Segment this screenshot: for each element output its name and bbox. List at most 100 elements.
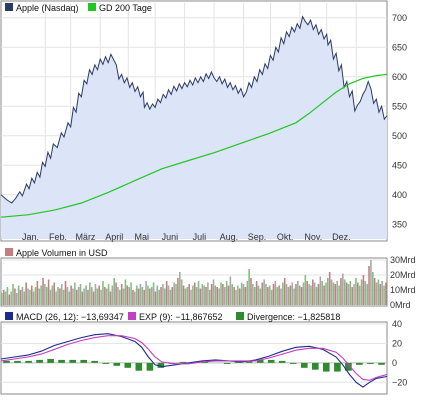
volume-bar <box>291 282 294 305</box>
volume-bar <box>19 290 22 305</box>
volume-bar <box>135 285 138 305</box>
volume-bar <box>139 284 142 305</box>
divergence-bar <box>367 362 374 364</box>
volume-bar <box>12 284 14 305</box>
volume-bar <box>379 284 382 305</box>
volume-bar <box>122 288 125 305</box>
x-tick-label: Dez. <box>332 232 351 242</box>
volume-bar <box>10 291 12 305</box>
divergence-bar <box>146 362 154 371</box>
volume-bar <box>383 285 385 305</box>
price-legend: Apple (Nasdaq) GD 200 Tage <box>5 3 152 13</box>
volume-bar <box>199 288 202 305</box>
volume-bar <box>154 291 157 305</box>
volume-bar <box>244 287 247 305</box>
volume-bar <box>89 282 91 305</box>
volume-bar <box>319 276 322 305</box>
volume-bar <box>36 281 39 305</box>
volume-bar <box>165 281 168 305</box>
legend-swatch-exp <box>128 312 136 320</box>
volume-bar <box>158 290 160 305</box>
volume-bar <box>265 284 267 305</box>
volume-bar <box>192 285 194 305</box>
price-x-ticks: Jan. Feb. März April Mai Juni Juli Aug. Sep. Okt.… <box>22 232 351 242</box>
volume-bar <box>115 282 117 305</box>
volume-bar <box>104 287 106 305</box>
volume-bar <box>134 291 136 305</box>
volume-bar <box>295 284 297 305</box>
divergence-bar <box>14 360 21 363</box>
volume-bar <box>102 281 104 305</box>
volume-bar <box>87 290 89 305</box>
volume-bar <box>334 284 337 305</box>
macd-y-ticks: 40 20 0 −20 <box>392 319 407 387</box>
volume-bar <box>45 287 48 305</box>
volume-bar <box>358 285 361 305</box>
volume-bar <box>385 282 387 305</box>
volume-bar <box>280 288 282 305</box>
volume-bar <box>132 290 134 305</box>
volume-bar <box>272 284 275 305</box>
y-tick-label: 550 <box>392 101 407 111</box>
volume-bar <box>248 269 250 305</box>
volume-bar <box>201 284 204 305</box>
legend-swatch-gd200 <box>88 3 96 11</box>
divergence-bar <box>102 362 110 364</box>
y-tick-label: 350 <box>392 219 407 229</box>
volume-bar <box>70 285 72 305</box>
volume-bar <box>238 288 241 305</box>
volume-bar <box>222 284 224 305</box>
volume-y-ticks: 30Mrd 20Mrd 10Mrd 0Mrd <box>390 255 416 310</box>
volume-bar <box>160 287 162 305</box>
volume-bar <box>349 281 352 305</box>
x-tick-label: Aug. <box>220 232 239 242</box>
divergence-bar <box>234 361 242 363</box>
exp-line <box>0 335 388 381</box>
volume-bar <box>167 285 170 305</box>
volume-bar <box>267 287 269 305</box>
volume-bar <box>120 284 123 305</box>
volume-bar <box>242 284 245 305</box>
volume-bar <box>30 285 33 305</box>
volume-bar <box>150 287 153 305</box>
volume-bar <box>370 260 372 305</box>
volume-bar <box>327 278 329 305</box>
legend-macd: MACD (26, 12): −13,69347 <box>16 312 124 322</box>
macd-y-tick-label: 0 <box>392 358 397 368</box>
volume-bar <box>15 293 18 305</box>
volume-bar <box>68 291 71 305</box>
volume-bar <box>355 278 357 305</box>
volume-bar <box>145 281 147 305</box>
volume-bar <box>34 287 37 305</box>
volume-bar <box>233 287 235 305</box>
volume-bar <box>353 284 355 305</box>
volume-bar <box>257 285 260 305</box>
divergence-bar <box>58 359 65 363</box>
legend-exp: EXP (9): −11,867652 <box>139 312 222 322</box>
divergence-bar <box>36 359 43 363</box>
macd-y-tick-label: −20 <box>392 377 407 387</box>
volume-bar <box>282 282 284 305</box>
volume-bar <box>195 287 198 305</box>
volume-bar <box>268 285 271 305</box>
volume-bar <box>231 284 234 305</box>
volume-bar <box>259 288 262 305</box>
apple-price-line <box>0 15 388 204</box>
volume-bar <box>364 281 367 305</box>
volume-bar <box>51 285 54 305</box>
macd-y-tick-label: 20 <box>392 338 402 348</box>
volume-bar <box>55 291 57 305</box>
divergence-bar <box>3 360 10 363</box>
volume-bar <box>47 279 50 305</box>
volume-bar <box>360 279 363 305</box>
volume-bar <box>171 287 174 305</box>
divergence-bar <box>256 359 264 363</box>
volume-bar <box>312 279 314 305</box>
volume-bar <box>38 288 41 305</box>
divergence-bar <box>334 362 341 372</box>
divergence-bar <box>289 362 297 364</box>
volume-bar <box>96 288 99 305</box>
volume-bar <box>64 281 67 305</box>
volume-bar <box>44 284 46 305</box>
volume-bar <box>8 294 11 305</box>
